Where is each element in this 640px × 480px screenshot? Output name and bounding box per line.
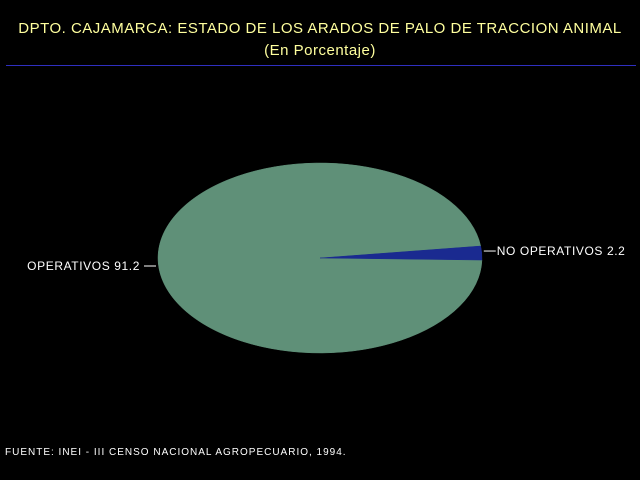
source-note: FUENTE: INEI - III CENSO NACIONAL AGROPE… — [5, 447, 347, 458]
chart-title: DPTO. CAJAMARCA: ESTADO DE LOS ARADOS DE… — [18, 20, 622, 37]
chart-subtitle: (En Porcentaje) — [264, 42, 376, 59]
pie-leaders — [144, 250, 496, 267]
pie-slices — [157, 162, 483, 354]
label-operativos: OPERATIVOS 91.2 — [27, 259, 140, 273]
pie-labels: OPERATIVOS 91.2 NO OPERATIVOS 2.2 — [27, 244, 625, 273]
title-divider — [6, 65, 636, 66]
pie-slice-operativos — [157, 162, 483, 354]
label-no-operativos: NO OPERATIVOS 2.2 — [497, 244, 626, 258]
pie-slice-no-operativos — [319, 245, 483, 261]
